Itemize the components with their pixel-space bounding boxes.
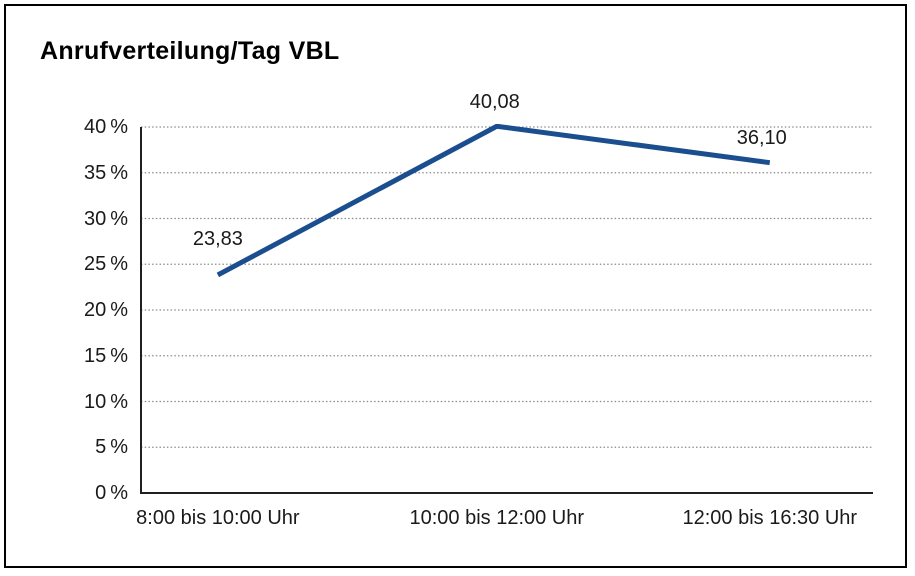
y-tick-label: 15 %: [83, 344, 128, 367]
y-tick-label: 40 %: [83, 116, 128, 138]
line-chart-plot: [140, 124, 873, 494]
x-tick-label: 8:00 bis 10:00 Uhr: [136, 507, 300, 529]
data-label: 40,08: [469, 91, 520, 114]
y-tick-label: 30 %: [83, 207, 128, 230]
x-tick-label: 10:00 bis 12:00 Uhr: [409, 507, 585, 529]
y-tick-label: 25 %: [83, 253, 128, 276]
y-tick-label: 35 %: [83, 161, 128, 184]
y-tick-label: 0 %: [95, 482, 128, 504]
x-tick-label: 12:00 bis 16:30 Uhr: [682, 507, 858, 529]
y-tick-label: 20 %: [83, 299, 128, 321]
y-tick-label: 10 %: [83, 390, 128, 413]
y-tick-label: 5 %: [95, 436, 128, 459]
data-series-line: [216, 124, 771, 278]
data-label: 36,10: [736, 126, 787, 149]
data-label: 23,83: [192, 227, 243, 250]
chart-border: [4, 4, 907, 568]
chart-title: Anrufverteilung/Tag VBL: [40, 37, 340, 65]
